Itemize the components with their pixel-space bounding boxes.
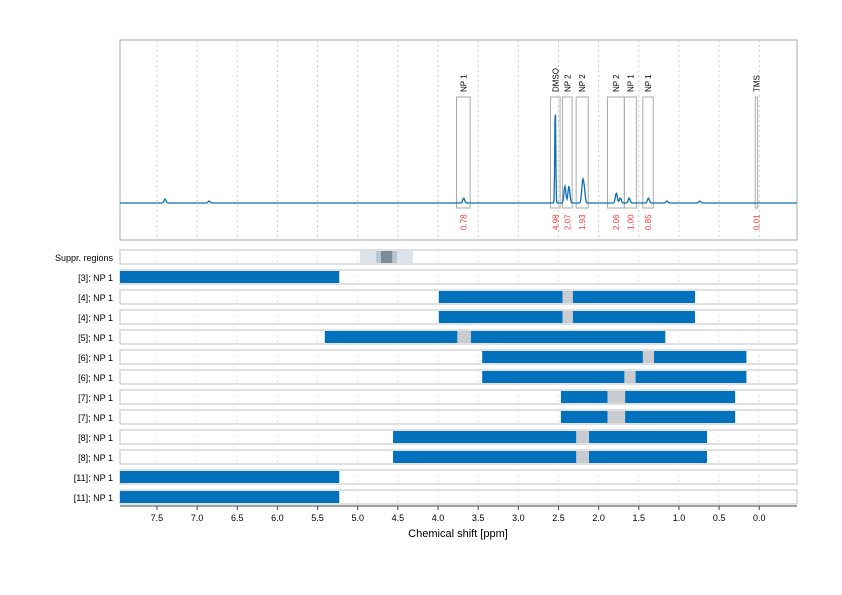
range-gap — [607, 411, 626, 423]
row-label: [11]; NP 1 — [74, 473, 113, 483]
x-tick-label: 2.0 — [592, 513, 605, 523]
region-box — [575, 96, 589, 209]
x-tick-label: 2.5 — [552, 513, 565, 523]
x-tick-label: 0.0 — [753, 513, 766, 523]
x-tick-label: 3.0 — [512, 513, 525, 523]
x-tick-label: 6.5 — [231, 513, 244, 523]
range-gap — [457, 331, 471, 343]
range-bar — [482, 351, 747, 363]
row-label: [11]; NP 1 — [74, 493, 113, 503]
spectrum-line — [120, 114, 797, 204]
row-track — [119, 249, 798, 265]
x-tick-label: 3.5 — [472, 513, 485, 523]
x-tick-label: 5.0 — [351, 513, 364, 523]
x-tick-label: 0.5 — [713, 513, 726, 523]
range-bar — [482, 371, 747, 383]
row-label: [8]; NP 1 — [78, 433, 113, 443]
integral-value: 2.07 — [563, 214, 572, 230]
range-gap — [642, 351, 655, 363]
x-tick-label: 4.5 — [392, 513, 405, 523]
range-gap — [576, 431, 590, 443]
range-gap — [624, 371, 636, 383]
row-label: [4]; NP 1 — [78, 293, 113, 303]
suppression-band — [381, 251, 393, 263]
region-box — [642, 96, 654, 209]
region-label: TMS — [752, 75, 761, 92]
row-label: [8]; NP 1 — [78, 453, 113, 463]
range-bar — [560, 411, 736, 423]
region-box — [561, 96, 573, 209]
x-tick-label: 5.5 — [311, 513, 324, 523]
row-label: [6]; NP 1 — [78, 353, 113, 363]
region-label: NP 1 — [644, 74, 653, 92]
integral-value: 2.06 — [612, 214, 621, 230]
range-gap — [562, 311, 573, 323]
row-label: [5]; NP 1 — [78, 333, 113, 343]
row-label: [3]; NP 1 — [78, 273, 113, 283]
range-gap — [607, 391, 626, 403]
range-bar — [324, 331, 666, 343]
region-label: DMSO — [551, 68, 560, 92]
range-bar — [393, 451, 708, 463]
region-box — [455, 96, 471, 209]
spectrum-panel — [119, 39, 798, 241]
x-tick-label: 1.5 — [633, 513, 646, 523]
integral-value: 0.78 — [459, 214, 468, 230]
row-label: [7]; NP 1 — [78, 413, 113, 423]
range-gap — [562, 291, 573, 303]
range-bar — [120, 271, 340, 283]
row-label: [7]; NP 1 — [78, 393, 113, 403]
x-tick-label: 6.0 — [271, 513, 284, 523]
range-bar — [560, 391, 736, 403]
integral-value: 1.00 — [626, 214, 635, 230]
integral-value: 0.85 — [644, 214, 653, 230]
x-tick-label: 7.0 — [191, 513, 204, 523]
region-label: NP 2 — [578, 74, 587, 92]
row-label: [4]; NP 1 — [78, 313, 113, 323]
integral-value: 1.93 — [578, 214, 587, 230]
x-tick-label: 7.5 — [151, 513, 164, 523]
row-label: Suppr. regions — [55, 253, 114, 263]
range-bar — [120, 471, 340, 483]
range-gap — [576, 451, 590, 463]
range-bar — [120, 491, 340, 503]
x-axis-label: Chemical shift [ppm] — [408, 528, 508, 540]
x-tick-label: 4.0 — [432, 513, 445, 523]
integral-value: 4.98 — [551, 214, 560, 230]
row-label: [6]; NP 1 — [78, 373, 113, 383]
region-box — [549, 96, 561, 209]
region-label: NP 1 — [459, 74, 468, 92]
region-label: NP 1 — [626, 74, 635, 92]
integral-value: 0.01 — [752, 214, 761, 230]
region-label: NP 2 — [612, 74, 621, 92]
range-bar — [393, 431, 708, 443]
region-label: NP 2 — [563, 74, 572, 92]
region-box — [754, 96, 759, 209]
x-tick-label: 1.0 — [673, 513, 686, 523]
region-box — [623, 96, 637, 209]
